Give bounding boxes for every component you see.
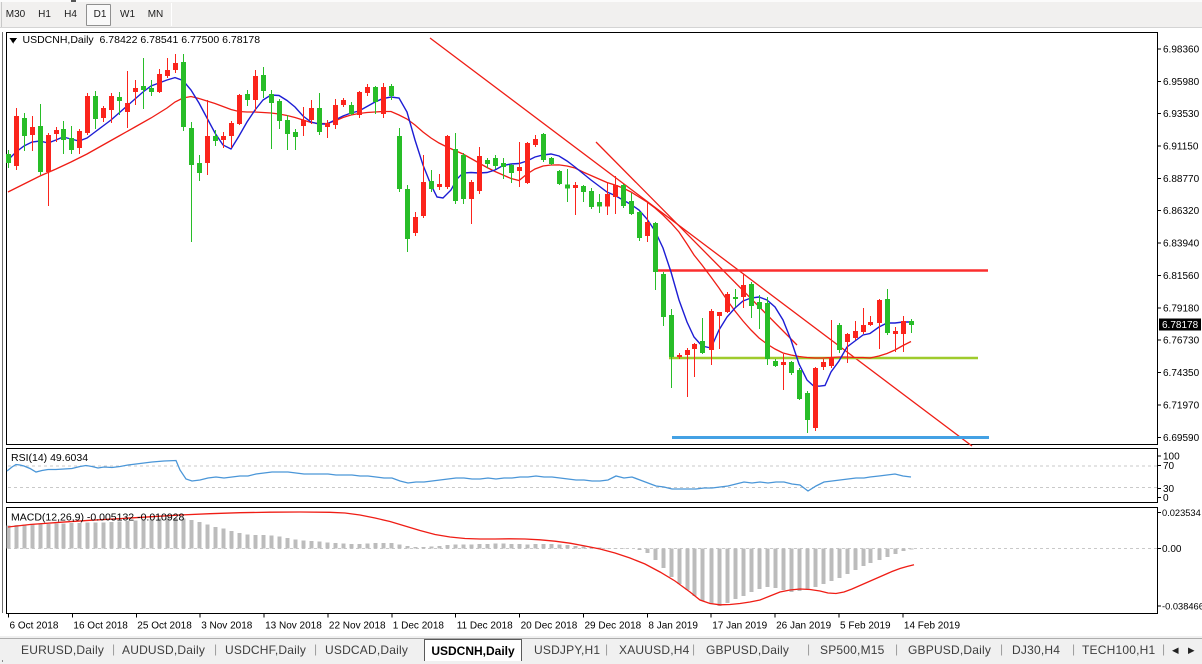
- svg-text:6 Oct 2018: 6 Oct 2018: [10, 621, 59, 632]
- svg-text:26 Jan 2019: 26 Jan 2019: [776, 621, 831, 632]
- svg-text:6.79180: 6.79180: [1163, 303, 1200, 314]
- svg-text:30: 30: [1163, 484, 1175, 495]
- svg-text:6.81560: 6.81560: [1163, 271, 1200, 282]
- svg-text:6.91150: 6.91150: [1163, 142, 1199, 153]
- svg-text:70: 70: [1163, 461, 1175, 472]
- svg-text:6.88770: 6.88770: [1163, 174, 1200, 185]
- svg-text:17 Jan 2019: 17 Jan 2019: [712, 621, 767, 632]
- svg-text:6.69590: 6.69590: [1163, 433, 1200, 444]
- svg-text:1 Dec 2018: 1 Dec 2018: [393, 621, 445, 632]
- svg-text:22 Nov 2018: 22 Nov 2018: [329, 621, 386, 632]
- svg-text:6.86320: 6.86320: [1163, 206, 1200, 217]
- svg-text:6.74350: 6.74350: [1163, 368, 1200, 379]
- svg-text:3 Nov 2018: 3 Nov 2018: [201, 621, 253, 632]
- svg-text:6.95980: 6.95980: [1163, 77, 1200, 88]
- svg-text:-0.038466: -0.038466: [1162, 602, 1202, 612]
- svg-text:6.78178: 6.78178: [1162, 320, 1199, 331]
- svg-text:MACD(12,26,9) -0.005132 -0.010: MACD(12,26,9) -0.005132 -0.010928: [11, 512, 185, 524]
- svg-text:5 Feb 2019: 5 Feb 2019: [840, 621, 891, 632]
- svg-text:16 Oct 2018: 16 Oct 2018: [73, 621, 128, 632]
- svg-text:RSI(14) 49.6034: RSI(14) 49.6034: [11, 452, 88, 464]
- svg-text:6.93530: 6.93530: [1163, 109, 1200, 120]
- svg-text:11 Dec 2018: 11 Dec 2018: [457, 621, 513, 632]
- svg-text:20 Dec 2018: 20 Dec 2018: [521, 621, 578, 632]
- svg-text:6.98360: 6.98360: [1163, 44, 1200, 55]
- svg-text:29 Dec 2018: 29 Dec 2018: [585, 621, 642, 632]
- svg-text:6.76730: 6.76730: [1163, 336, 1200, 347]
- svg-text:100: 100: [1163, 452, 1180, 463]
- svg-text:25 Oct 2018: 25 Oct 2018: [137, 621, 192, 632]
- svg-text:USDCNH,Daily 6.78422 6.78541: USDCNH,Daily 6.78422 6.78541 6.77500 6.7…: [23, 34, 261, 46]
- svg-text:0: 0: [1163, 493, 1169, 504]
- svg-text:14 Feb 2019: 14 Feb 2019: [904, 621, 961, 632]
- svg-text:8 Jan 2019: 8 Jan 2019: [648, 621, 698, 632]
- svg-text:6.83940: 6.83940: [1163, 239, 1200, 250]
- svg-text:0.00: 0.00: [1162, 544, 1182, 555]
- svg-text:6.71970: 6.71970: [1163, 400, 1200, 411]
- svg-text:13 Nov 2018: 13 Nov 2018: [265, 621, 322, 632]
- svg-text:0.023534: 0.023534: [1162, 508, 1201, 518]
